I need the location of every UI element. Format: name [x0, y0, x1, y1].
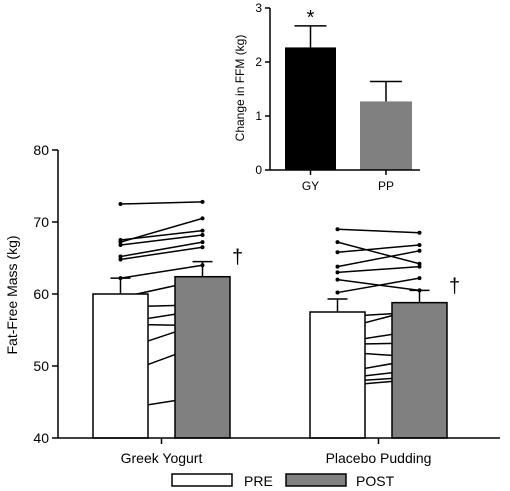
main-y-axis-label: Fat-Free Mass (kg)	[4, 235, 20, 354]
individual-post-dot-0-5	[200, 245, 205, 250]
individual-post-dot-1-1	[417, 261, 422, 266]
inset-y-tick-label: 2	[255, 55, 262, 69]
individual-pre-dot-1-6	[335, 290, 340, 295]
main-y-tick-label: 40	[33, 430, 49, 446]
x-category-label: Greek Yogurt	[121, 450, 203, 466]
individual-pre-dot-0-5	[118, 257, 123, 262]
individual-post-dot-0-4	[200, 240, 205, 245]
individual-line-0-3	[120, 234, 203, 246]
individual-pre-dot-0-4	[118, 254, 123, 259]
individual-post-dot-1-3	[417, 248, 422, 253]
individual-pre-dot-1-0	[335, 227, 340, 232]
inset-y-tick-label: 0	[255, 163, 262, 177]
individual-line-0-4	[120, 241, 203, 258]
individual-post-dot-1-4	[417, 264, 422, 269]
individual-line-0-2	[120, 229, 203, 241]
main-y-tick-label: 60	[33, 286, 49, 302]
significance-dagger-1: †	[449, 275, 460, 297]
main-y-tick-label: 70	[33, 214, 49, 230]
main-y-tick-label: 50	[33, 358, 49, 374]
individual-post-dot-1-2	[417, 243, 422, 248]
inset-bars	[285, 25, 412, 170]
legend-pre-swatch	[171, 473, 233, 487]
inset-y-tick-label: 3	[255, 1, 262, 15]
individual-post-dot-0-3	[200, 232, 205, 237]
x-category-label: Placebo Pudding	[326, 450, 432, 466]
legend-post-label: POST	[356, 473, 395, 489]
individual-pre-dot-1-2	[335, 250, 340, 255]
inset-y-axis-label: Change in FFM (kg)	[233, 35, 247, 142]
inset-significance-asterisk: *	[307, 7, 315, 29]
main-axes: Greek Yogurt Placebo Pudding † † 40 50 60 70 80	[33, 142, 500, 466]
individual-line-0-5	[120, 246, 203, 261]
bar-post-1	[391, 301, 448, 439]
bar-pre-0	[92, 293, 149, 439]
main-individual-lines	[118, 199, 422, 412]
significance-dagger-0: †	[232, 247, 243, 269]
individual-post-dot-0-0	[200, 199, 205, 204]
main-bars	[92, 260, 448, 439]
bar-pre-1	[309, 311, 366, 439]
individual-pre-dot-0-0	[118, 202, 123, 206]
individual-line-0-6	[120, 264, 203, 279]
main-y-tick-label: 80	[33, 142, 49, 158]
bar-post-0	[174, 275, 231, 439]
individual-post-dot-1-0	[417, 230, 422, 235]
inset-bar-pp	[360, 101, 412, 170]
individual-line-0-0	[120, 201, 203, 205]
individual-line-1-6	[337, 277, 420, 294]
individual-pre-dot-1-5	[335, 277, 340, 282]
individual-pre-dot-1-1	[335, 240, 340, 245]
legend: PRE POST	[171, 473, 395, 489]
individual-post-dot-0-1	[200, 216, 205, 221]
individual-pre-dot-1-3	[335, 264, 340, 269]
inset-x-tick-label: GY	[302, 179, 319, 193]
individual-line-1-3	[337, 250, 420, 268]
individual-line-1-0	[337, 228, 420, 234]
individual-line-1-1	[337, 241, 420, 265]
individual-pre-dot-0-2	[118, 238, 123, 242]
individual-line-1-4	[337, 265, 420, 274]
inset-y-tick-label: 1	[255, 109, 262, 123]
inset-x-tick-label: PP	[378, 179, 394, 193]
inset-axes: GY * PP 0 1 2 3	[255, 1, 420, 193]
inset-bar-gy	[285, 47, 336, 170]
individual-pre-dot-1-4	[335, 270, 340, 275]
individual-post-dot-0-2	[200, 228, 205, 233]
legend-pre-label: PRE	[244, 473, 273, 489]
individual-line-1-2	[337, 244, 420, 253]
individual-pre-dot-0-3	[118, 243, 123, 248]
legend-post-swatch	[285, 473, 347, 487]
individual-post-dot-1-6	[417, 276, 422, 281]
